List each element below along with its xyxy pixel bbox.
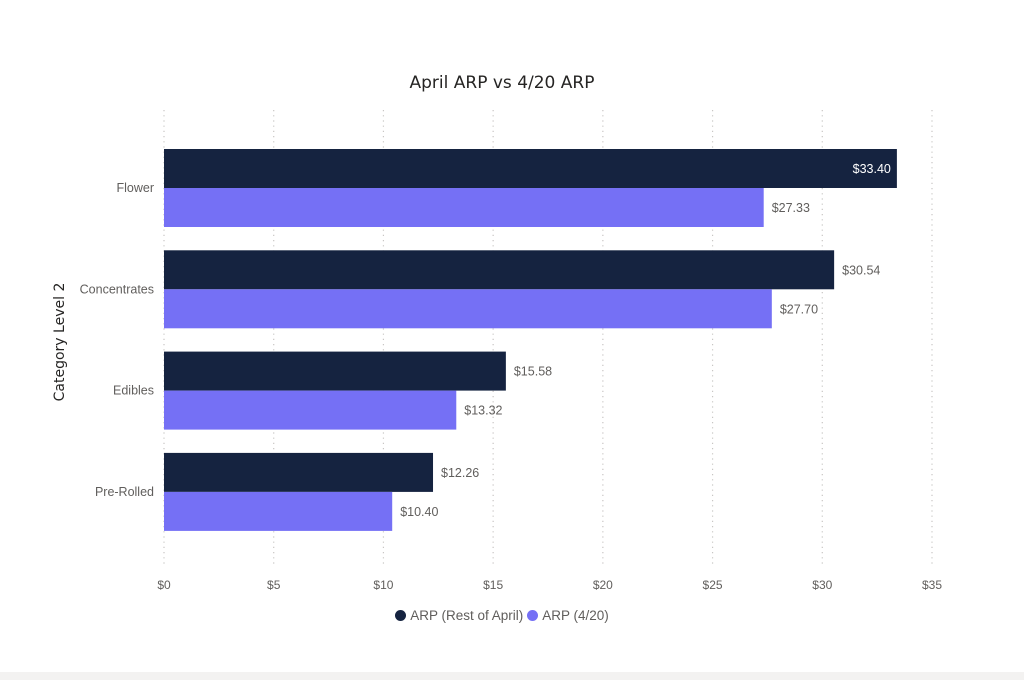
category-label: Flower (116, 181, 154, 195)
category-label: Edibles (113, 384, 154, 398)
bar-rest-of-april (164, 250, 835, 290)
x-tick-label: $10 (373, 578, 393, 592)
legend-marker (395, 610, 407, 621)
bar-4-20 (164, 289, 772, 329)
legend-label: ARP (4/20) (542, 608, 609, 623)
y-axis-title: Category Level 2 (52, 283, 68, 402)
legend-item[interactable]: ARP (Rest of April) (395, 608, 523, 623)
data-label: $15.58 (514, 365, 552, 379)
x-tick-label: $35 (922, 578, 942, 592)
bar-4-20 (164, 390, 457, 430)
x-tick-label: $15 (483, 578, 503, 592)
data-label: $10.40 (400, 505, 438, 519)
bar-rest-of-april (164, 351, 506, 391)
data-label: $30.54 (842, 263, 880, 277)
x-tick-label: $20 (593, 578, 613, 592)
bar-4-20 (164, 188, 764, 227)
chart-title: April ARP vs 4/20 ARP (409, 73, 595, 93)
data-label: $27.70 (780, 302, 818, 316)
legend: ARP (Rest of April) ARP (4/20) (0, 608, 1004, 623)
bar-rest-of-april (164, 149, 897, 188)
legend-marker (527, 610, 539, 621)
x-tick-label: $30 (812, 578, 832, 592)
x-tick-label: $5 (267, 578, 281, 592)
data-label: $13.32 (464, 404, 502, 418)
data-label: $27.33 (772, 201, 810, 215)
legend-item[interactable]: ARP (4/20) (527, 608, 609, 623)
bottom-strip (0, 672, 1024, 680)
bar-rest-of-april (164, 452, 434, 492)
x-tick-label: $0 (157, 578, 171, 592)
category-label: Pre-Rolled (95, 485, 154, 499)
data-label: $33.40 (853, 162, 891, 176)
data-label: $12.26 (441, 466, 479, 480)
category-label: Concentrates (80, 282, 154, 296)
legend-label: ARP (Rest of April) (410, 608, 524, 623)
x-tick-label: $25 (703, 578, 723, 592)
bar-4-20 (164, 491, 393, 531)
